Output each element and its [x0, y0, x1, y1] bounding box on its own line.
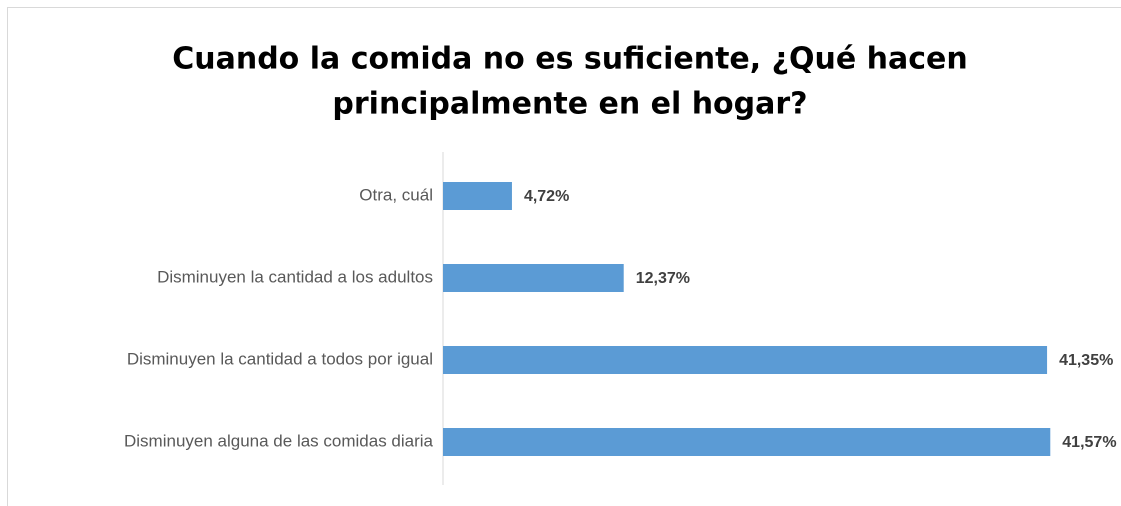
- value-label: 41,57%: [1062, 434, 1116, 451]
- category-label: Disminuyen la cantidad a todos por igual: [127, 349, 433, 368]
- category-label: Disminuyen alguna de las comidas diaria: [124, 431, 434, 450]
- value-label: 4,72%: [524, 188, 569, 205]
- bar: [443, 182, 512, 210]
- category-label: Otra, cuál: [359, 185, 433, 204]
- category-label: Disminuyen la cantidad a los adultos: [157, 267, 433, 286]
- bar: [443, 346, 1048, 374]
- value-label: 12,37%: [636, 270, 690, 287]
- chart-title: principalmente en el hogar?: [332, 87, 807, 122]
- chart-title: Cuando la comida no es suficiente, ¿Qué …: [172, 42, 968, 77]
- value-label: 41,35%: [1059, 352, 1113, 369]
- bar: [443, 428, 1051, 456]
- chart-border: [7, 7, 1121, 506]
- bar: [443, 264, 624, 292]
